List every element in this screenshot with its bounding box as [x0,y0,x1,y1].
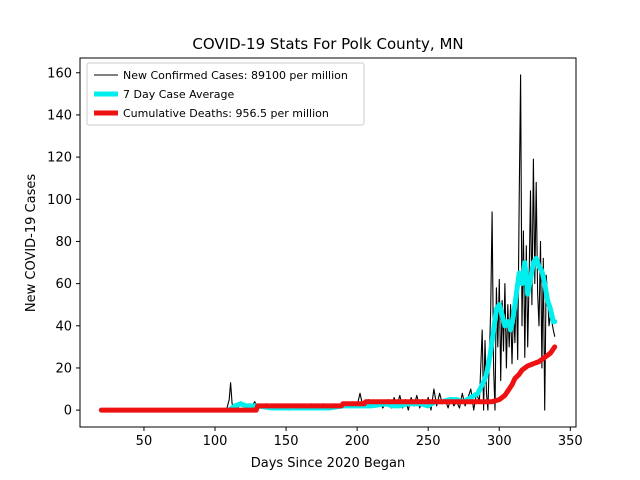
y-axis-label: New COVID-19 Cases [24,174,39,312]
y-tick-label: 40 [55,319,72,334]
y-tick-label: 0 [64,404,72,419]
x-tick-label: 250 [416,434,441,449]
x-tick-label: 100 [203,434,228,449]
y-tick-label: 100 [47,193,72,208]
x-tick-label: 150 [274,434,299,449]
x-axis-label: Days Since 2020 Began [251,456,406,471]
x-tick-label: 200 [345,434,370,449]
y-tick-label: 60 [55,277,72,292]
legend-label-1: 7 Day Case Average [123,88,235,101]
y-tick-label: 80 [55,235,72,250]
x-tick-label: 350 [558,434,583,449]
y-tick-label: 20 [55,361,72,376]
y-tick-label: 140 [47,108,72,123]
legend-label-0: New Confirmed Cases: 89100 per million [123,69,348,82]
x-tick-label: 300 [487,434,512,449]
legend-box [86,62,365,126]
series-line-2 [98,344,558,413]
legend-label-2: Cumulative Deaths: 956.5 per million [123,107,329,120]
plot-frame [79,57,577,428]
chart-title: COVID-19 Stats For Polk County, MN [192,35,463,53]
x-tick-label: 50 [136,434,153,449]
y-tick-label: 160 [47,66,72,81]
y-tick-label: 120 [47,151,72,166]
